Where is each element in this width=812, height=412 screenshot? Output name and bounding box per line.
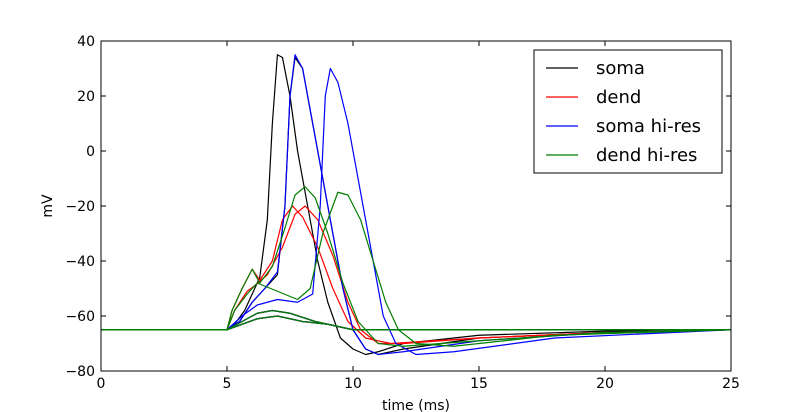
x-tick-label: 10 [344,376,362,392]
legend-label-2: soma hi-res [596,116,701,137]
y-tick-label: 0 [86,144,95,160]
y-axis-label: mV [40,194,56,218]
y-tick-label: −20 [65,199,95,215]
y-tick-label: −80 [65,364,95,380]
legend: soma dend soma hi-res dend hi-res [534,50,722,173]
voltage-trace-chart: 0 5 10 15 20 25 −80 −60 −40 −20 0 20 40 time (ms) mV… [0,0,812,412]
y-tick-label: −60 [65,309,95,325]
y-tick-label: 40 [77,34,95,50]
x-axis-label: time (ms) [382,398,450,412]
x-tick-label: 20 [596,376,614,392]
x-tick-label: 25 [722,376,740,392]
x-tick-label: 5 [223,376,232,392]
y-tick-label: −40 [65,254,95,270]
x-tick-label: 15 [470,376,488,392]
x-tick-label: 0 [97,376,106,392]
y-tick-label: 20 [77,89,95,105]
legend-label-1: dend [596,87,641,108]
legend-label-0: soma [596,58,645,79]
legend-label-3: dend hi-res [596,145,697,166]
